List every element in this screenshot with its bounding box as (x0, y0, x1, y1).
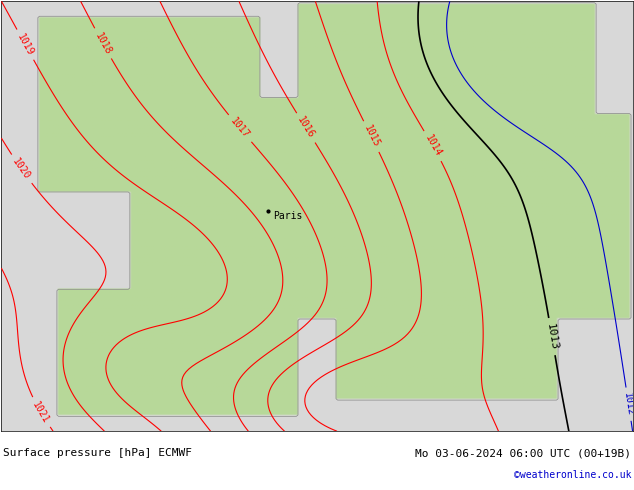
Text: 1012: 1012 (622, 392, 634, 416)
Text: 1013: 1013 (545, 322, 559, 351)
Text: Paris: Paris (273, 211, 303, 220)
Text: 1016: 1016 (295, 115, 316, 141)
Text: 1021: 1021 (30, 400, 51, 425)
Text: 1018: 1018 (93, 31, 113, 56)
Text: Mo 03-06-2024 06:00 UTC (00+19B): Mo 03-06-2024 06:00 UTC (00+19B) (415, 448, 631, 458)
Text: 1020: 1020 (11, 156, 32, 181)
Text: 1019: 1019 (15, 32, 36, 57)
Text: 1014: 1014 (423, 133, 443, 159)
Text: Surface pressure [hPa] ECMWF: Surface pressure [hPa] ECMWF (3, 448, 191, 458)
Text: ©weatheronline.co.uk: ©weatheronline.co.uk (514, 470, 631, 480)
Text: 1015: 1015 (361, 124, 381, 149)
Text: 1017: 1017 (228, 116, 251, 141)
